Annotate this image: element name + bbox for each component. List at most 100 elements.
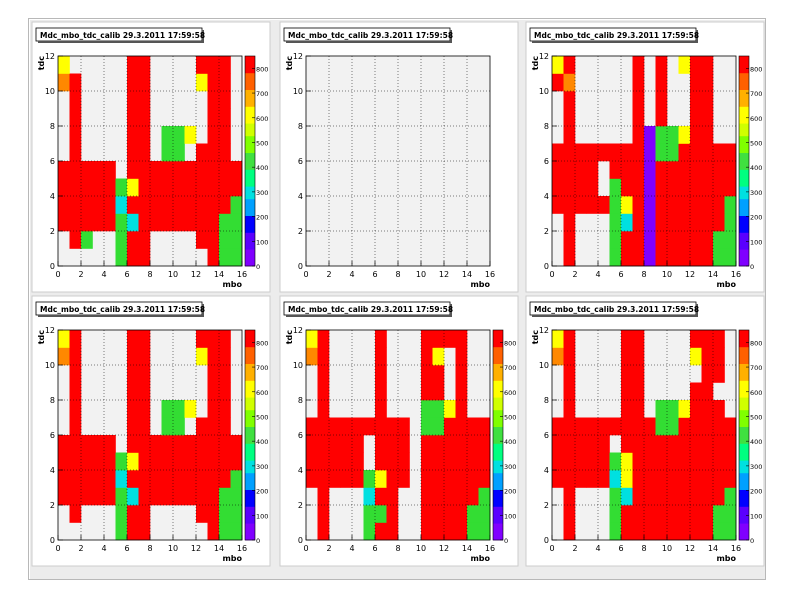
heatmap-cell [632, 487, 645, 506]
heatmap-cell [575, 143, 587, 162]
heatmap-cell [230, 231, 243, 249]
heatmap-cell [478, 487, 491, 506]
palette-tick-label: 500 [504, 413, 516, 421]
heatmap-cell [363, 522, 376, 541]
palette-step [245, 127, 255, 132]
palette-step [245, 334, 255, 339]
palette-step [245, 460, 255, 465]
palette-tick-label: 600 [750, 115, 762, 123]
heatmap-cell [552, 470, 564, 488]
heatmap-cell [655, 487, 668, 506]
heatmap-cell [306, 452, 318, 471]
palette-step [493, 472, 503, 478]
palette-step [245, 207, 255, 212]
palette-step [245, 426, 255, 432]
palette-step [493, 393, 503, 398]
palette-step [493, 443, 503, 448]
heatmap-cell [219, 73, 231, 92]
palette-tick-label: 300 [504, 463, 516, 471]
heatmap-cell [552, 435, 564, 453]
heatmap-cell [724, 161, 737, 179]
heatmap-cell [478, 435, 491, 453]
heatmap-cell [138, 196, 151, 214]
y-tick-label: 4 [50, 466, 55, 475]
heatmap-cell [701, 56, 714, 74]
palette-step [245, 119, 255, 124]
y-tick-label: 8 [50, 396, 55, 405]
heatmap-cell [69, 213, 82, 232]
palette-step [739, 56, 749, 61]
heatmap-cell [386, 487, 399, 506]
palette-tick-label: 0 [256, 537, 260, 545]
heatmap-cell [701, 470, 714, 488]
heatmap-cell [563, 126, 576, 144]
palette-step [245, 393, 255, 398]
palette-step [739, 472, 749, 478]
heatmap-cell [609, 470, 622, 488]
title-shadow [202, 30, 204, 43]
heatmap-cell [609, 505, 622, 523]
palette-tick-label: 0 [750, 263, 754, 271]
heatmap-cell [184, 487, 197, 506]
heatmap-cell [632, 505, 645, 523]
heatmap-cell [138, 382, 151, 401]
heatmap-cell [173, 126, 185, 144]
x-tick-label: 6 [124, 270, 129, 279]
heatmap-cell [609, 178, 622, 197]
heatmap-cell [69, 330, 82, 348]
palette-tick-label: 800 [750, 65, 762, 73]
palette-step [739, 514, 749, 520]
heatmap-cell [621, 178, 633, 197]
palette-step [739, 527, 749, 532]
palette-step [493, 380, 503, 385]
heatmap-cell [667, 505, 679, 523]
palette-step [245, 409, 255, 415]
heatmap-cell [138, 452, 151, 471]
heatmap-cell [467, 452, 479, 471]
heatmap-cell [207, 213, 220, 232]
palette-step [739, 376, 749, 381]
palette-step [739, 342, 749, 348]
palette-step [739, 477, 749, 482]
heatmap-cell [563, 56, 576, 74]
heatmap-cell [690, 178, 702, 197]
heatmap-cell [552, 73, 564, 92]
heatmap-cell [586, 178, 599, 197]
heatmap-cell [207, 400, 220, 418]
heatmap-cell [644, 161, 656, 179]
heatmap-cell [161, 470, 174, 488]
palette-tick-label: 200 [750, 214, 762, 222]
heatmap-cell [655, 417, 668, 436]
heatmap-cell [713, 400, 725, 418]
palette-step [245, 342, 255, 348]
heatmap-cell [127, 196, 139, 214]
heatmap-cell [667, 400, 679, 418]
heatmap-cell [621, 196, 633, 214]
palette-border [738, 55, 750, 267]
x-tick-label: 10 [662, 270, 672, 279]
palette-step [739, 177, 749, 183]
heatmap-cell [701, 452, 714, 471]
heatmap-cell [173, 178, 185, 197]
heatmap-cell [713, 505, 725, 523]
heatmap-cell [138, 435, 151, 453]
heatmap-cell [455, 522, 468, 541]
heatmap-cell [138, 400, 151, 418]
heatmap-cell [467, 505, 479, 523]
heatmap-cell [363, 487, 376, 506]
heatmap-cell [115, 196, 128, 214]
palette-step [245, 249, 255, 254]
heatmap-cell [644, 522, 656, 541]
palette-step [493, 531, 503, 537]
heatmap-cell [219, 231, 231, 249]
heatmap-cell [127, 400, 139, 418]
heatmap-cell [58, 213, 70, 232]
x-axis-label: mbo [470, 280, 490, 289]
heatmap-cell [667, 161, 679, 179]
heatmap-cell [701, 91, 714, 109]
palette-step [245, 152, 255, 158]
palette-step [739, 85, 749, 90]
heatmap-cell [219, 108, 231, 127]
heatmap-cell [701, 365, 714, 383]
heatmap-cell [421, 522, 433, 541]
